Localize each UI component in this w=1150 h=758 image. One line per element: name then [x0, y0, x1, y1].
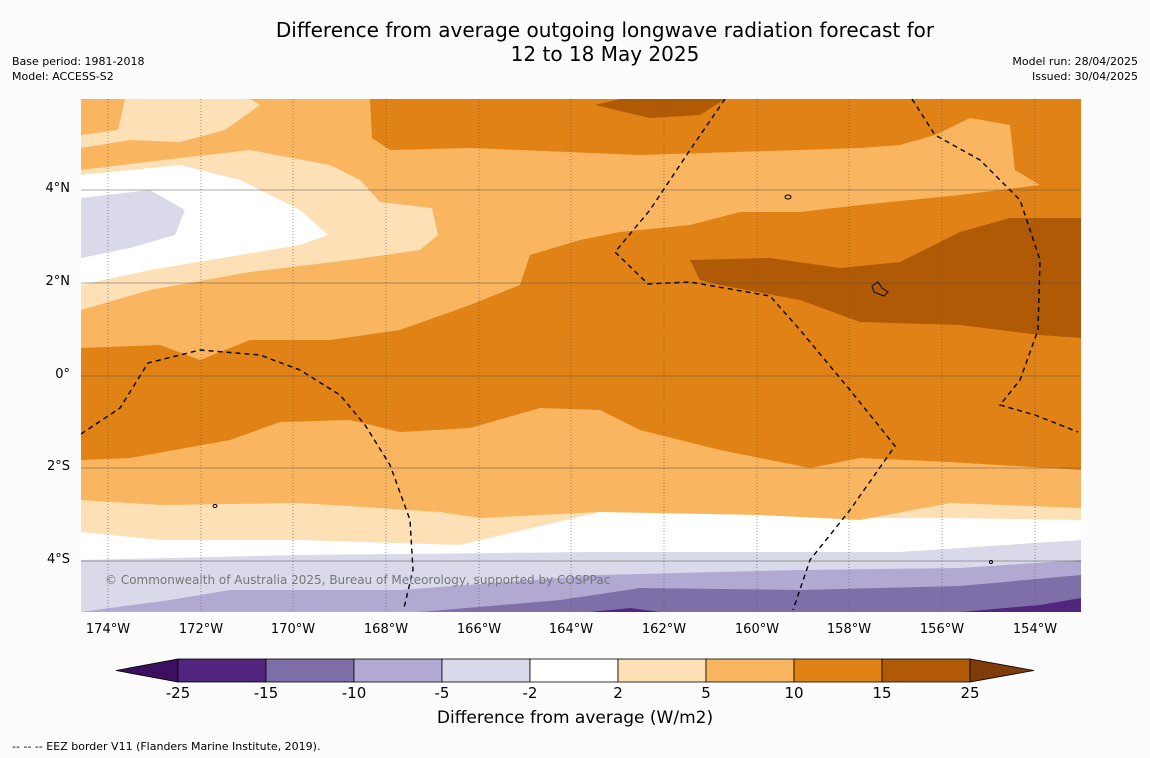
eez-borders [81, 99, 1079, 611]
islands [212, 194, 993, 564]
cbar-tick-label: -5 [434, 684, 450, 702]
lon-label-166w: 166°W [456, 622, 502, 637]
lat-label-4n: 4°N [45, 181, 71, 196]
lon-label-162w: 162°W [641, 622, 687, 637]
map-field [81, 99, 1081, 612]
lat-label-0: 0° [55, 367, 70, 382]
cbar-tick-label: 25 [960, 684, 980, 702]
colorbar-segment [881, 658, 971, 683]
lon-label-168w: 168°W [363, 622, 409, 637]
model-run: Model run: 28/04/2025 [1012, 55, 1138, 68]
colorbar-segment [177, 658, 267, 683]
lon-label-174w: 174°W [85, 622, 131, 637]
cbar-tick-label: 10 [784, 684, 804, 702]
band-left-lilac [81, 565, 100, 585]
lon-label-170w: 170°W [270, 622, 316, 637]
colorbar-extend-high [969, 658, 1035, 683]
meta-right: Model run: 28/04/2025 Issued: 30/04/2025 [1012, 54, 1138, 84]
lon-label-164w: 164°W [548, 622, 594, 637]
cbar-tick-label: 15 [872, 684, 892, 702]
copyright-text: © Commonwealth of Australia 2025, Bureau… [105, 573, 611, 587]
issued-date: Issued: 30/04/2025 [1031, 70, 1138, 83]
lon-label-172w: 172°W [178, 622, 224, 637]
latitude-lines [81, 189, 1081, 562]
eez-legend: -- -- -- EEZ border V11 (Flanders Marine… [12, 740, 321, 753]
cbar-tick-label: -15 [253, 684, 279, 702]
lat-label-2n: 2°N [45, 274, 71, 289]
colorbar-segment [617, 658, 707, 683]
colorbar-segment [353, 658, 443, 683]
band-lilac-top [81, 190, 185, 258]
band-orange-left-corner [81, 99, 125, 135]
band-neg15-to-neg10 [420, 575, 1081, 612]
cbar-tick-label: 5 [701, 684, 711, 702]
cbar-tick-label: -10 [341, 684, 367, 702]
band-neg25-to-neg15 [590, 598, 1081, 612]
base-period: Base period: 1981-2018 [12, 55, 145, 68]
lat-label-2s: 2°S [46, 459, 70, 474]
map-title: Difference from average outgoing longwav… [0, 18, 1150, 66]
lon-label-158w: 158°W [826, 622, 872, 637]
cbar-tick-label: -25 [165, 684, 191, 702]
colorbar-segment [529, 658, 619, 683]
model-name: Model: ACCESS-S2 [12, 70, 114, 83]
meta-left: Base period: 1981-2018 Model: ACCESS-S2 [12, 54, 144, 84]
band-10-to-15 [81, 99, 1081, 470]
cbar-tick-label: 2 [613, 684, 623, 702]
colorbar-segment [265, 658, 355, 683]
title-line-1: Difference from average outgoing longwav… [275, 18, 935, 42]
colorbar [115, 658, 1035, 683]
lon-label-160w: 160°W [734, 622, 780, 637]
colorbar-segment [705, 658, 795, 683]
colorbar-title: Difference from average (W/m2) [436, 708, 714, 728]
cbar-tick-label: -2 [522, 684, 538, 702]
band-15-to-25 [595, 99, 1081, 338]
lon-label-154w: 154°W [1012, 622, 1058, 637]
colorbar-extend-low [115, 658, 179, 683]
lon-label-156w: 156°W [919, 622, 965, 637]
title-line-2: 12 to 18 May 2025 [510, 42, 700, 66]
lat-label-4s: 4°S [46, 552, 70, 567]
colorbar-segment [793, 658, 883, 683]
colorbar-segment [441, 658, 531, 683]
